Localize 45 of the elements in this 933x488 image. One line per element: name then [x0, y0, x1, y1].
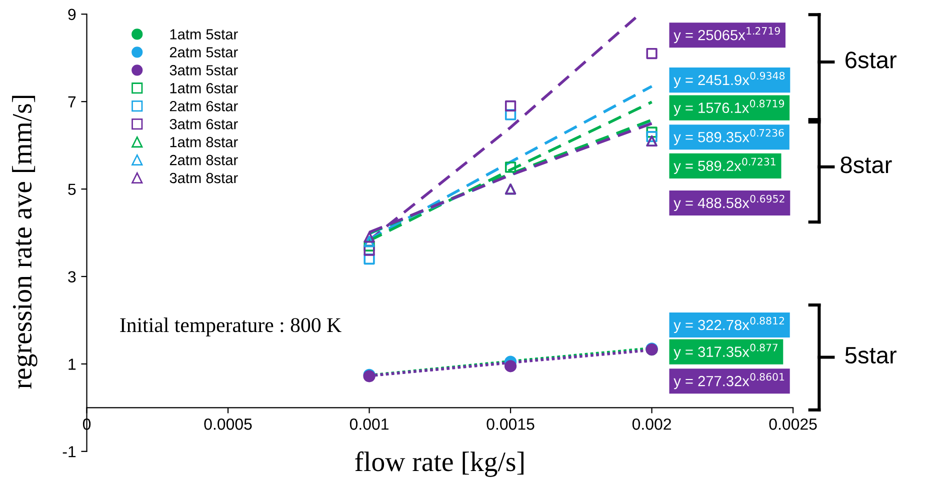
- y-axis-title: regression rate ave [mm/s]: [12, 96, 38, 389]
- x-tick-label: 0.0005: [204, 418, 252, 430]
- point: [646, 126, 658, 138]
- point: [504, 109, 516, 120]
- legend-label: 2atm 6star: [170, 101, 238, 112]
- x-tick-label: 0.001: [350, 418, 388, 430]
- legend-label: 1atm 6star: [170, 83, 238, 94]
- point: [646, 131, 658, 142]
- legend-label: 3atm 5star: [170, 65, 238, 76]
- legend-label: 2atm 8star: [170, 154, 238, 166]
- y-tick-label: 1: [68, 358, 76, 370]
- text: y = 277.32x$^{0.8601}$: [674, 372, 784, 390]
- point: [364, 244, 375, 256]
- y-tick-label: -1: [62, 446, 76, 458]
- legend-label: 1atm 8star: [170, 136, 238, 148]
- y-tick-label: 5: [68, 184, 76, 195]
- series-label: y = 317.35x$^{0.877}$: [674, 344, 778, 360]
- y-tick-label: 3: [68, 271, 76, 282]
- point: [364, 232, 375, 243]
- legend-label: 1atm 5star: [170, 29, 238, 40]
- legend-label: 3atm 8star: [170, 172, 238, 184]
- legend-label: 2atm 5star: [170, 47, 238, 58]
- series-label: y = 1576.1x$^{0.8719}$: [674, 100, 784, 116]
- text: y = 589.2x$^{0.7231}$: [674, 158, 776, 174]
- text: y = 488.58x$^{0.6952}$: [674, 194, 784, 212]
- annotation: Initial temperature : 800 K: [120, 318, 342, 336]
- text: 8star: [840, 156, 892, 174]
- point: [504, 360, 517, 372]
- text: 5star: [845, 347, 896, 364]
- x-axis-title: flow rate [kg/s]: [355, 451, 524, 477]
- x-tick-label: 0.0025: [769, 418, 817, 430]
- series-label: y = 322.78x$^{0.8812}$: [674, 316, 784, 334]
- y-tick-label: 9: [68, 8, 76, 20]
- series-label: y = 2451.9x$^{0.9348}$: [674, 72, 785, 88]
- y-tick-label: 7: [68, 96, 76, 108]
- point: [504, 100, 516, 112]
- point: [364, 253, 375, 265]
- point: [504, 162, 516, 173]
- legend-label: 3atm 6star: [170, 118, 238, 130]
- x-tick-label: 0.0015: [486, 418, 534, 430]
- text: y = 25065x$^{1.2719}$: [674, 26, 780, 44]
- text: 6star: [846, 52, 896, 68]
- point: [646, 48, 658, 60]
- x-tick-label: 0.002: [632, 418, 671, 430]
- series-label: y = 589.35x$^{0.7236}$: [674, 128, 784, 146]
